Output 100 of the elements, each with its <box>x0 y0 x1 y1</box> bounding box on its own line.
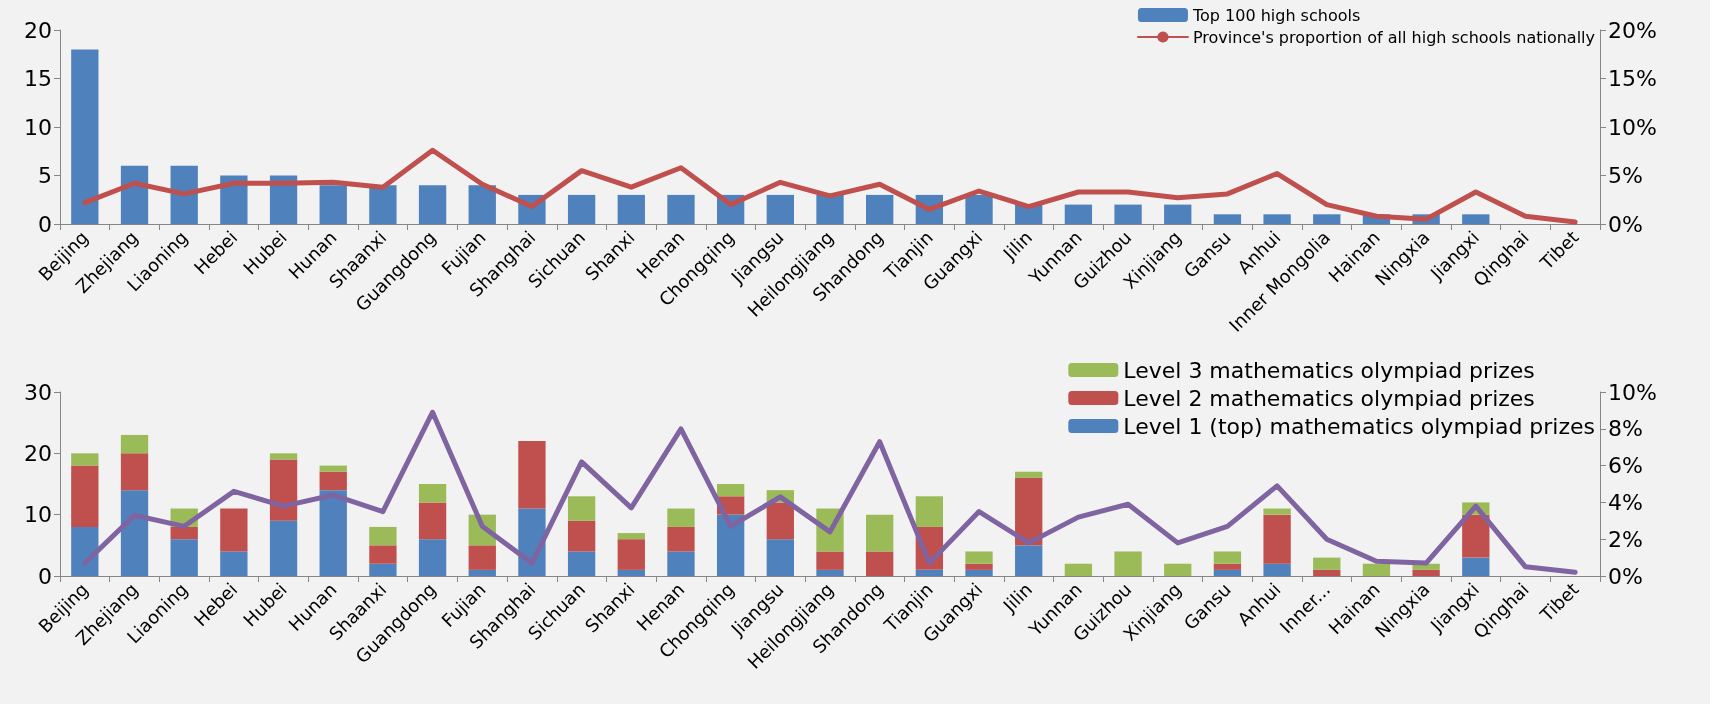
legend-label: Province's proportion of all high schools nationally <box>1192 27 1595 47</box>
bar <box>468 185 496 224</box>
bar <box>567 520 596 552</box>
bar <box>667 526 695 552</box>
bar <box>766 502 794 540</box>
bar <box>369 563 397 576</box>
y2-tick-label: 10% <box>1608 114 1657 140</box>
y-tick-label: 5 <box>38 163 52 188</box>
y2-tick-label: 5% <box>1608 163 1643 188</box>
bar <box>120 490 149 576</box>
y2-tick-label: 10% <box>1608 379 1657 405</box>
bar <box>319 490 347 576</box>
bar <box>170 526 198 540</box>
y2-tick-label: 2% <box>1608 526 1643 552</box>
bar <box>269 459 298 521</box>
bar <box>1164 204 1192 224</box>
bar <box>965 569 993 576</box>
bar <box>220 551 248 576</box>
y-tick-label: 30 <box>24 379 52 405</box>
bar <box>468 545 496 570</box>
y-tick-label: 10 <box>24 502 52 528</box>
bar <box>1213 569 1242 576</box>
bar <box>71 49 99 224</box>
bar <box>965 551 993 564</box>
y2-tick-label: 4% <box>1608 489 1643 515</box>
bar <box>170 165 198 224</box>
bar <box>1114 204 1142 224</box>
bar <box>71 453 99 466</box>
bar <box>1362 563 1391 576</box>
bar <box>567 496 596 521</box>
bar <box>965 194 993 224</box>
bar <box>1064 204 1093 224</box>
bar <box>120 453 149 491</box>
bar <box>1015 545 1043 576</box>
bar <box>716 514 745 576</box>
y2-tick-label: 0% <box>1608 563 1643 589</box>
bar <box>1263 214 1291 224</box>
bar <box>1064 563 1093 576</box>
bar <box>617 539 645 570</box>
bar <box>766 539 794 576</box>
bar <box>418 502 447 540</box>
bar <box>816 194 844 224</box>
bar <box>1213 551 1242 564</box>
bar <box>915 569 944 576</box>
bar <box>716 484 745 497</box>
bar <box>269 453 298 460</box>
bar <box>418 484 447 503</box>
bar <box>319 465 347 472</box>
bar <box>1313 569 1341 576</box>
bar <box>866 194 894 224</box>
bar <box>617 569 645 576</box>
bar <box>1114 551 1142 576</box>
bar <box>1313 214 1341 224</box>
bar <box>120 434 149 454</box>
bar <box>766 194 794 224</box>
legend-label: Level 1 (top) mathematics olympiad prizes <box>1123 413 1596 439</box>
bar <box>71 465 99 527</box>
bar <box>418 185 447 224</box>
y-tick-label: 20 <box>24 440 52 466</box>
bar <box>269 520 298 576</box>
bar <box>120 165 149 224</box>
y-tick-label: 0 <box>38 563 52 589</box>
bar <box>369 185 397 224</box>
bar <box>816 569 844 576</box>
bar <box>866 514 894 552</box>
bar <box>369 545 397 564</box>
bar <box>667 551 695 576</box>
y-tick-label: 10 <box>24 114 52 140</box>
bar <box>1213 214 1242 224</box>
bar <box>816 551 844 570</box>
y2-tick-label: 20% <box>1608 17 1657 43</box>
bar <box>1462 557 1490 576</box>
y-tick-label: 0 <box>38 211 52 237</box>
bar <box>617 194 645 224</box>
bar <box>369 526 397 546</box>
bar <box>220 508 248 552</box>
bar <box>1412 569 1440 576</box>
bar <box>667 194 695 224</box>
y-tick-label: 20 <box>24 17 52 43</box>
bar <box>518 441 546 509</box>
bar <box>1263 508 1291 515</box>
bar <box>1263 514 1291 564</box>
bar <box>1462 214 1490 224</box>
bar <box>170 539 198 576</box>
bar <box>1263 563 1291 576</box>
y-tick-label: 15 <box>24 66 52 91</box>
bar <box>915 496 944 527</box>
legend-label: Top 100 high schools <box>1191 5 1361 25</box>
bar <box>667 508 695 527</box>
bar <box>965 563 993 570</box>
bar <box>319 471 347 491</box>
bar <box>567 194 596 224</box>
bar <box>319 185 347 224</box>
legend-label: Level 3 mathematics olympiad prizes <box>1123 357 1535 383</box>
bar <box>418 539 447 576</box>
bar <box>1015 471 1043 478</box>
y2-tick-label: 8% <box>1608 416 1643 442</box>
bar <box>617 533 645 540</box>
bar <box>1015 477 1043 546</box>
y2-tick-label: 6% <box>1608 453 1643 479</box>
